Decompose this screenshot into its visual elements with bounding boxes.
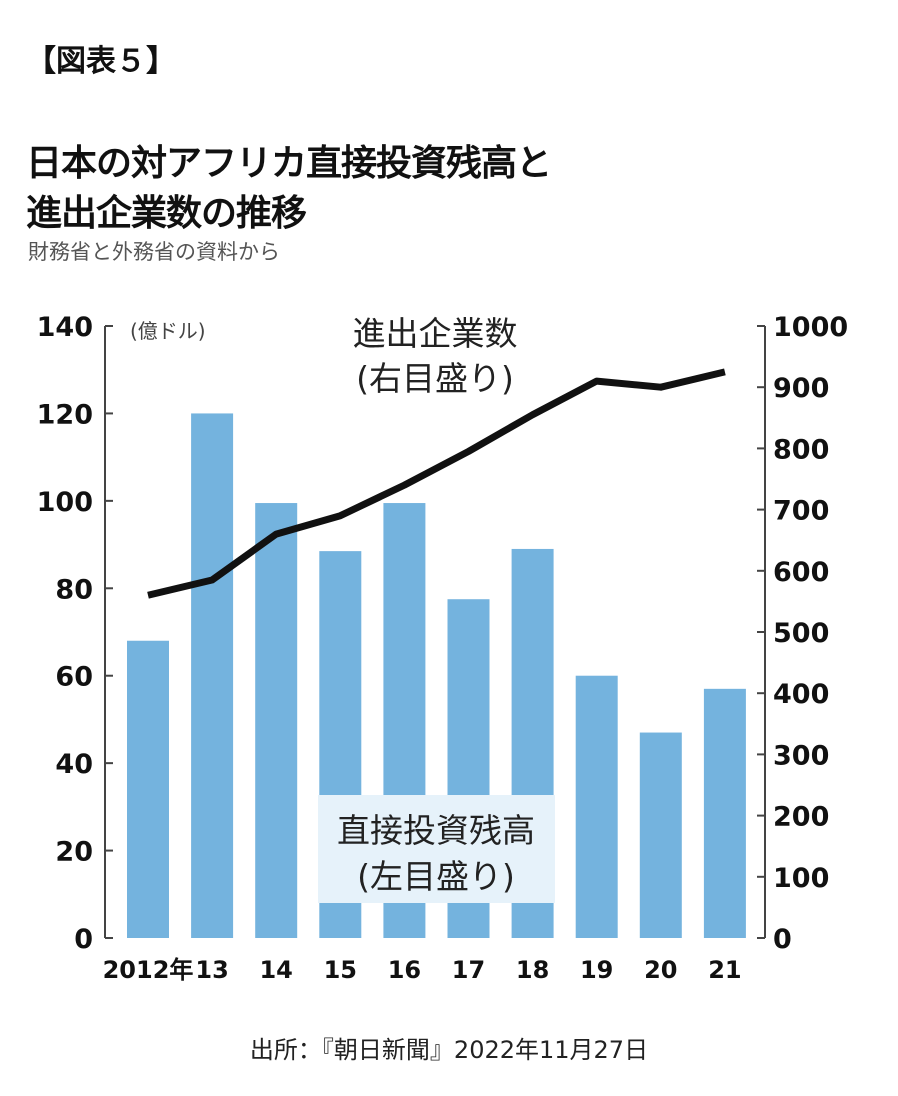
bar-13 xyxy=(191,413,234,938)
x-tick-label: 21 xyxy=(708,956,741,984)
right-tick-label: 0 xyxy=(773,924,792,955)
left-tick-label: 40 xyxy=(55,749,93,780)
right-tick-label: 800 xyxy=(773,434,829,465)
bar-label-axis: (左目盛り) xyxy=(357,857,515,896)
right-tick-label: 600 xyxy=(773,557,829,588)
right-tick-label: 1000 xyxy=(773,312,848,343)
right-tick-label: 400 xyxy=(773,679,829,710)
bar-2012年 xyxy=(127,640,169,938)
x-tick-label: 19 xyxy=(580,956,613,984)
bar-label-background xyxy=(318,795,555,903)
right-tick-label: 900 xyxy=(773,373,829,404)
chart-title-line2: 進出企業数の推移 xyxy=(26,193,307,234)
bar-label: 直接投資残高 xyxy=(337,811,535,850)
line-label: 進出企業数 xyxy=(353,314,518,353)
figure-label: 【図表５】 xyxy=(26,44,176,79)
left-tick-label: 100 xyxy=(37,487,93,518)
bar-14 xyxy=(255,503,298,938)
left-tick-label: 120 xyxy=(37,399,93,430)
left-axis-unit: (億ドル) xyxy=(130,319,206,343)
x-tick-label: 2012年 xyxy=(103,956,194,984)
bar-21 xyxy=(703,688,746,938)
x-tick-label: 20 xyxy=(644,956,677,984)
right-tick-label: 700 xyxy=(773,496,829,527)
line-label-axis: (右目盛り) xyxy=(356,359,514,398)
left-tick-label: 20 xyxy=(55,837,93,868)
x-tick-label: 18 xyxy=(516,956,549,984)
series-line-companies xyxy=(147,368,726,599)
x-tick-label: 17 xyxy=(452,956,485,984)
x-tick-label: 16 xyxy=(388,956,421,984)
x-tick-label: 13 xyxy=(195,956,228,984)
right-tick-label: 200 xyxy=(773,802,829,833)
bar-20 xyxy=(639,732,682,938)
right-tick-label: 500 xyxy=(773,618,829,649)
right-tick-label: 300 xyxy=(773,740,829,771)
left-tick-label: 0 xyxy=(74,924,93,955)
x-tick-label: 14 xyxy=(259,956,292,984)
left-tick-label: 60 xyxy=(55,662,93,693)
bar-19 xyxy=(575,675,618,938)
left-tick-label: 80 xyxy=(55,574,93,605)
chart-subtitle: 財務省と外務省の資料から xyxy=(28,240,280,264)
source-note: 出所：『朝日新聞』2022年11月27日 xyxy=(249,1036,649,1064)
x-tick-label: 15 xyxy=(324,956,357,984)
chart-title-line1: 日本の対アフリカ直接投資残高と xyxy=(26,143,552,184)
chart: 2012年 13 14 15 16 17 18 19 20 21 0 20 40 60 80 100 120 14… xyxy=(37,312,849,984)
left-tick-label: 140 xyxy=(37,312,93,343)
right-tick-label: 100 xyxy=(773,863,829,894)
